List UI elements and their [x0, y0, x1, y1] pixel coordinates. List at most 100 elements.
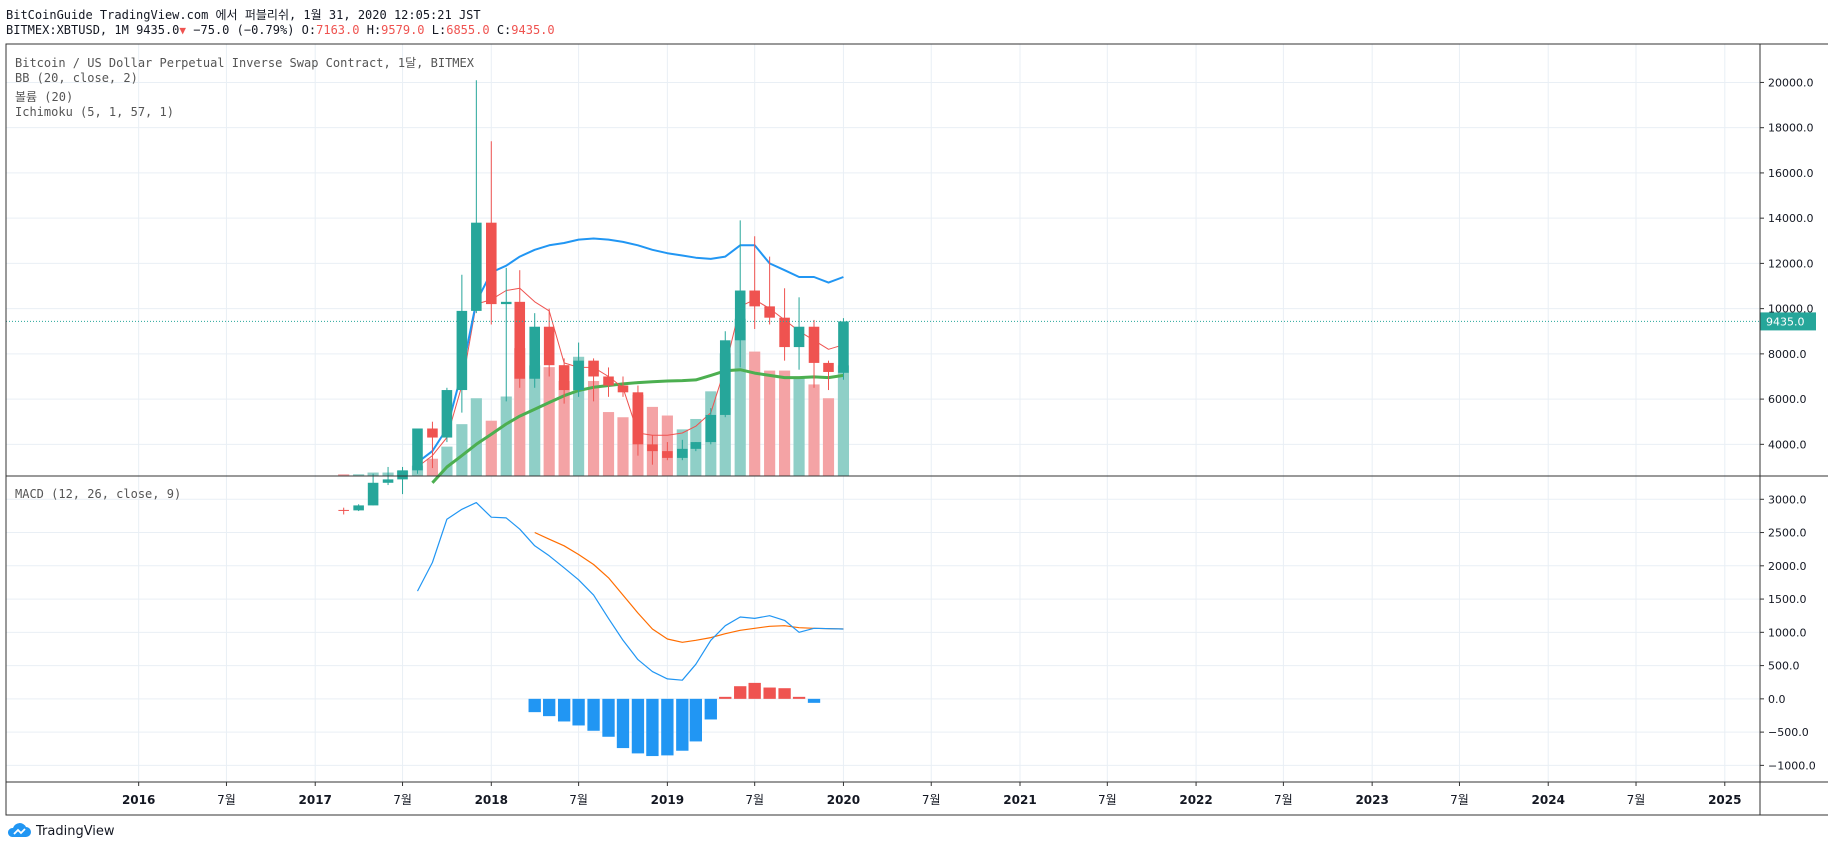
- open-label: O:: [301, 23, 317, 37]
- macd-histogram-bar: [807, 698, 821, 703]
- last-price-tag: [1760, 312, 1816, 331]
- macd-histogram-bar: [616, 698, 630, 749]
- candle-body: [662, 451, 673, 458]
- volume-bar: [602, 412, 615, 476]
- candle-body: [486, 222, 497, 305]
- macd-histogram-bar: [676, 698, 689, 751]
- candle-body: [734, 290, 746, 341]
- macd-histogram-bar: [704, 698, 717, 720]
- candle-body: [558, 365, 570, 391]
- candle-body: [588, 360, 599, 377]
- price-axis-label: 8000.0: [1768, 348, 1807, 361]
- last-price-tag-label: 9435.0: [1766, 315, 1805, 328]
- symbol-text: BITMEX:XBTUSD, 1M: [6, 23, 129, 37]
- volume-bar: [573, 356, 585, 476]
- macd-histogram-bar: [572, 698, 585, 726]
- volume-bar: [837, 365, 850, 476]
- time-axis-label: 2018: [475, 793, 508, 807]
- legend-macd[interactable]: MACD (12, 26, close, 9): [15, 487, 182, 501]
- volume-bar: [485, 420, 497, 476]
- volume-bar: [456, 424, 468, 476]
- macd-histogram-bar: [763, 687, 776, 699]
- candle-body: [632, 392, 644, 445]
- legend-title: Bitcoin / US Dollar Perpetual Inverse Sw…: [15, 56, 474, 70]
- candle-body: [573, 360, 584, 391]
- candle-body: [471, 222, 482, 311]
- close-value: 9435.0: [511, 23, 555, 37]
- candle-body: [705, 414, 717, 443]
- candle-body: [500, 301, 512, 305]
- publish-text: BitCoinGuide TradingView.com 에서 퍼블리쉬, 1월…: [6, 8, 481, 22]
- macd-histogram-bar: [587, 698, 600, 731]
- candle-body: [719, 340, 731, 415]
- macd-histogram-bar: [719, 696, 732, 699]
- candle-body: [647, 444, 658, 452]
- price-axis-label: 14000.0: [1768, 212, 1814, 225]
- open-value: 7163.0: [316, 23, 360, 37]
- macd-histogram-bar: [778, 688, 791, 699]
- time-axis-label: 2024: [1532, 793, 1565, 807]
- time-axis-label: 2017: [299, 793, 332, 807]
- macd-histogram-bar: [543, 698, 556, 717]
- volume-bar: [764, 370, 776, 476]
- candle-body: [838, 321, 849, 373]
- time-axis-label: 2016: [122, 793, 155, 807]
- legend-ichimoku[interactable]: Ichimoku (5, 1, 57, 1): [15, 105, 174, 119]
- legend-bb[interactable]: BB (20, close, 2): [15, 71, 138, 85]
- candle-body: [367, 482, 379, 506]
- macd-histogram-bar: [602, 698, 615, 737]
- price-axis-label: 6000.0: [1768, 393, 1807, 406]
- legend-volume[interactable]: 볼륨 (20): [15, 90, 74, 104]
- macd-axis-label: 1000.0: [1768, 626, 1807, 639]
- candle-body: [779, 317, 790, 348]
- time-axis-label: 2020: [827, 793, 860, 807]
- close-label: C:: [496, 23, 512, 37]
- volume-bar: [338, 474, 350, 476]
- volume-bar: [441, 446, 453, 476]
- low-label: L:: [431, 23, 447, 37]
- price-axis-label: 4000.0: [1768, 438, 1807, 451]
- macd-histogram-bar: [631, 698, 645, 754]
- macd-axis-label: 500.0: [1768, 660, 1800, 673]
- macd-axis-label: 0.0: [1768, 693, 1786, 706]
- macd-histogram-bar: [734, 686, 747, 699]
- price-axis-label: 18000.0: [1768, 122, 1814, 135]
- high-value: 9579.0: [381, 23, 425, 37]
- volume-bar: [617, 417, 629, 476]
- candle-body: [793, 326, 805, 348]
- volume-bar: [500, 396, 512, 476]
- macd-axis-label: −500.0: [1768, 726, 1809, 739]
- price-axis-label: 20000.0: [1768, 76, 1814, 89]
- candle-body: [456, 310, 468, 391]
- macd-histogram-bar: [528, 698, 541, 713]
- time-axis-label: 7월: [1450, 793, 1469, 807]
- candle-body: [749, 290, 760, 307]
- time-axis-label: 7월: [1274, 793, 1293, 807]
- candle-body: [617, 385, 629, 393]
- tradingview-cloud-icon: [7, 823, 31, 837]
- tradingview-logo[interactable]: TradingView: [6, 823, 115, 839]
- symbol-ohlc-line: BITMEX:XBTUSD, 1M 9435.0 ▼ −75.0 (−0.79%)…: [6, 23, 555, 37]
- candle-body: [823, 362, 834, 372]
- candle-body: [603, 376, 614, 386]
- candle-body: [677, 448, 688, 458]
- macd-axis-label: 1500.0: [1768, 593, 1807, 606]
- volume-bar: [808, 384, 820, 476]
- candle-body: [543, 326, 555, 366]
- down-arrow-icon: ▼: [179, 24, 187, 37]
- macd-histogram-bar: [661, 698, 674, 756]
- volume-bar: [514, 348, 526, 476]
- time-axis-label: 7월: [922, 793, 941, 807]
- price-axis-label: 12000.0: [1768, 257, 1814, 270]
- volume-bar: [734, 318, 746, 476]
- candle-body: [382, 479, 394, 483]
- candle-body: [338, 509, 349, 511]
- macd-signal-line: [534, 531, 844, 643]
- time-axis-label: 2022: [1179, 793, 1212, 807]
- volume-bar: [529, 365, 541, 476]
- change-text: −75.0 (−0.79%): [193, 23, 295, 37]
- candle-body: [412, 428, 423, 471]
- time-axis-label: 7월: [1098, 793, 1117, 807]
- candle-body: [514, 301, 526, 379]
